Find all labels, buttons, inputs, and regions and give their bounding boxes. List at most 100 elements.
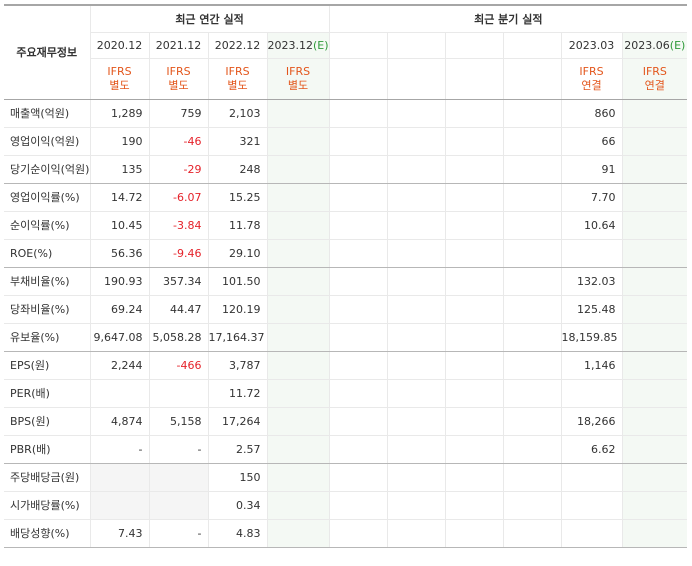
value-cell [621, 519, 688, 548]
row-label: 당기순이익(억원) [4, 155, 90, 184]
accounting-standard: IFRS [285, 64, 311, 78]
value-cell: 1,289 [89, 99, 149, 128]
value-cell [444, 323, 504, 352]
value-cell [328, 323, 388, 352]
table-row: ROE(%) 56.36 -9.46 29.10 [4, 239, 688, 268]
value-cell [386, 295, 446, 324]
value-cell [444, 407, 504, 436]
value-cell: -6.07 [148, 183, 208, 212]
value-cell [328, 463, 388, 492]
period-date [502, 32, 562, 59]
value-cell [328, 435, 388, 464]
period-type-row: IFRS 별도 IFRS 별도 IFRS 별도 IFRS 별도 IFRS 연결 IFRS 연결 [4, 58, 688, 100]
value-cell: -9.46 [148, 239, 208, 268]
value-cell [621, 379, 688, 408]
consolidation-type: 별도 [168, 78, 189, 92]
value-cell: 7.43 [89, 519, 149, 548]
value-cell [502, 491, 562, 520]
accounting-standard: IFRS [225, 64, 250, 78]
value-cell: 56.36 [89, 239, 149, 268]
table-row: 시가배당률(%) 0.34 [4, 491, 688, 520]
value-cell [560, 379, 623, 408]
value-cell [386, 519, 446, 548]
value-cell [444, 463, 504, 492]
value-cell [328, 519, 388, 548]
value-cell [386, 239, 446, 268]
table-row: EPS(원) 2,244 -466 3,787 1,146 [4, 351, 688, 380]
value-cell [502, 519, 562, 548]
value-cell: 4,874 [89, 407, 149, 436]
group-header-row: 주요재무정보 최근 연간 실적 최근 분기 실적 [4, 4, 688, 100]
period-date: 2023.06(E) [621, 32, 688, 59]
consolidation-type: 별도 [227, 78, 248, 92]
value-cell [386, 435, 446, 464]
value-cell: -46 [148, 127, 208, 156]
value-cell [502, 127, 562, 156]
value-cell [148, 491, 208, 520]
value-cell: -466 [148, 351, 208, 380]
value-cell [386, 155, 446, 184]
value-cell [266, 463, 330, 492]
value-cell [502, 379, 562, 408]
label-header: 주요재무정보 [4, 4, 90, 100]
row-label: ROE(%) [4, 239, 90, 268]
value-cell [444, 519, 504, 548]
value-cell [621, 407, 688, 436]
value-cell [444, 183, 504, 212]
value-cell [444, 99, 504, 128]
value-cell [89, 379, 149, 408]
value-cell [266, 379, 330, 408]
value-cell: 248 [207, 155, 267, 184]
value-cell [444, 127, 504, 156]
value-cell: 10.45 [89, 211, 149, 240]
period-date: 2023.03 [560, 32, 623, 59]
value-cell [266, 435, 330, 464]
value-cell: 29.10 [207, 239, 267, 268]
value-cell [266, 407, 330, 436]
value-cell: 17,264 [207, 407, 267, 436]
row-label: 매출액(억원) [4, 99, 90, 128]
value-cell [502, 183, 562, 212]
value-cell: 2,103 [207, 99, 267, 128]
value-cell [89, 463, 149, 492]
value-cell: 321 [207, 127, 267, 156]
value-cell [328, 407, 388, 436]
period-type: IFRS 별도 [266, 58, 330, 100]
row-label: EPS(원) [4, 351, 90, 380]
row-label: 영업이익(억원) [4, 127, 90, 156]
value-cell [266, 211, 330, 240]
value-cell [621, 323, 688, 352]
value-cell: 3,787 [207, 351, 267, 380]
period-type [502, 58, 562, 100]
value-cell: 0.34 [207, 491, 267, 520]
row-label: 당좌비율(%) [4, 295, 90, 324]
value-cell: 11.72 [207, 379, 267, 408]
consolidation-type: 연결 [581, 78, 602, 92]
value-cell: 135 [89, 155, 149, 184]
value-cell: 11.78 [207, 211, 267, 240]
value-cell: 125.48 [560, 295, 623, 324]
value-cell [502, 239, 562, 268]
value-cell: - [148, 435, 208, 464]
value-cell [560, 463, 623, 492]
value-cell [560, 519, 623, 548]
value-cell: -29 [148, 155, 208, 184]
table-row: 영업이익률(%) 14.72 -6.07 15.25 7.70 [4, 183, 688, 212]
period-date-text: 2023.03 [568, 38, 615, 52]
value-cell [386, 379, 446, 408]
value-cell [621, 99, 688, 128]
table-row: 당좌비율(%) 69.24 44.47 120.19 125.48 [4, 295, 688, 324]
value-cell: 7.70 [560, 183, 623, 212]
consolidation-type: 별도 [109, 78, 130, 92]
value-cell: 18,266 [560, 407, 623, 436]
value-cell: 17,164.37 [207, 323, 267, 352]
value-cell [444, 351, 504, 380]
value-cell [386, 267, 446, 296]
value-cell [328, 127, 388, 156]
value-cell: - [148, 519, 208, 548]
period-type: IFRS 연결 [560, 58, 623, 100]
value-cell: 5,058.28 [148, 323, 208, 352]
value-cell [502, 295, 562, 324]
value-cell [266, 323, 330, 352]
value-cell [621, 239, 688, 268]
